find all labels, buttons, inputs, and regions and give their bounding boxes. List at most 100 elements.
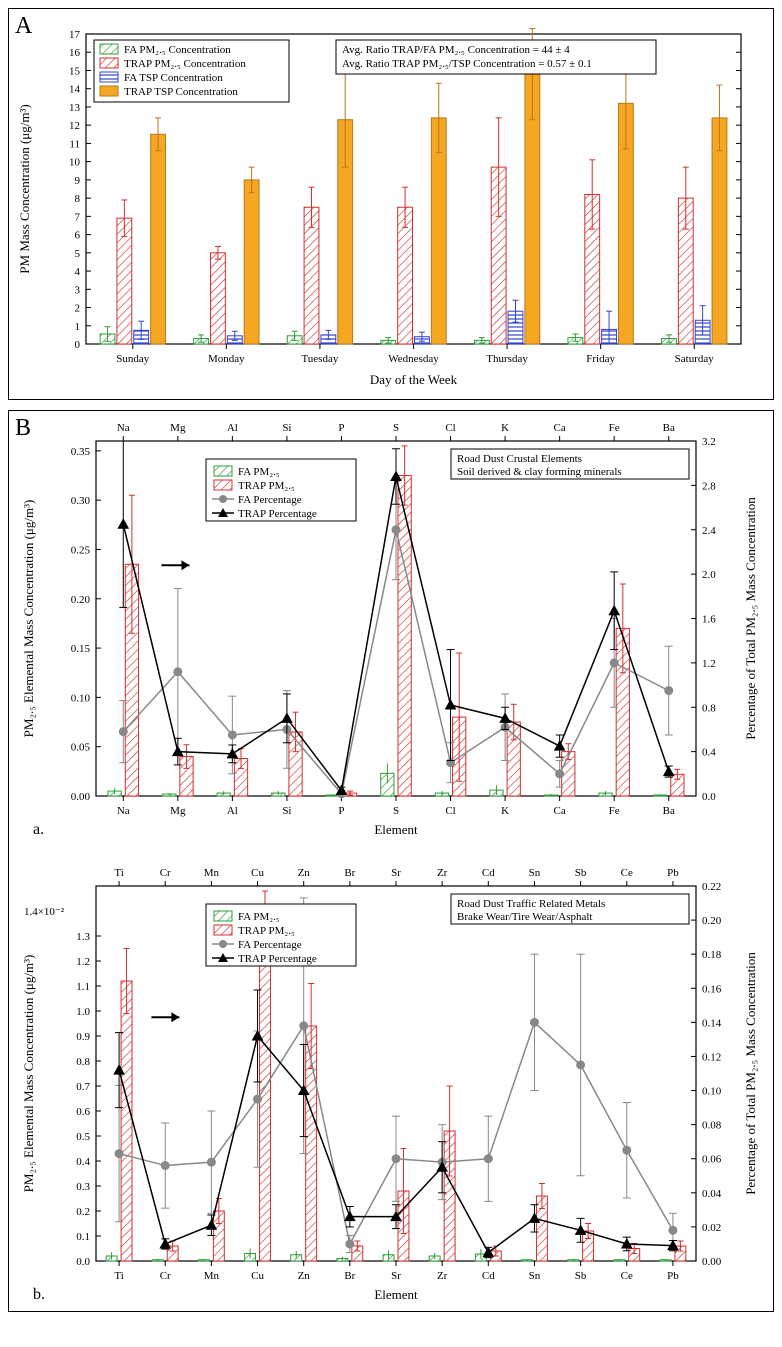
svg-text:6: 6 — [75, 230, 81, 242]
svg-text:1.2: 1.2 — [702, 658, 716, 670]
svg-text:Sr: Sr — [391, 1270, 401, 1282]
svg-text:Ca: Ca — [554, 805, 566, 817]
svg-text:Mn: Mn — [204, 1270, 220, 1282]
svg-text:0.10: 0.10 — [702, 1086, 722, 1098]
svg-text:Zn: Zn — [298, 1270, 311, 1282]
svg-text:FA PM₂.₅: FA PM₂.₅ — [238, 911, 280, 923]
svg-text:Br: Br — [344, 867, 355, 879]
svg-text:0.3: 0.3 — [76, 1181, 90, 1193]
svg-text:P: P — [338, 805, 344, 817]
svg-text:Zr: Zr — [437, 1270, 448, 1282]
svg-text:Ba: Ba — [663, 422, 675, 434]
svg-text:Fe: Fe — [609, 805, 620, 817]
svg-text:Cl: Cl — [445, 805, 455, 817]
svg-text:17: 17 — [69, 29, 81, 41]
svg-text:0.05: 0.05 — [71, 742, 91, 754]
svg-text:Element: Element — [374, 822, 418, 837]
svg-text:0.6: 0.6 — [76, 1106, 90, 1118]
svg-text:Zr: Zr — [437, 867, 448, 879]
svg-text:Cd: Cd — [482, 867, 495, 879]
svg-text:11: 11 — [69, 138, 80, 150]
svg-text:0.06: 0.06 — [702, 1154, 722, 1166]
svg-text:Si: Si — [282, 805, 291, 817]
svg-text:Mg: Mg — [170, 422, 186, 434]
panel-b-label: B — [15, 415, 31, 442]
svg-text:FA PM₂.₅: FA PM₂.₅ — [238, 466, 280, 478]
panel-bb-svg: 0.00.10.20.30.40.50.60.70.80.91.01.11.21… — [9, 856, 773, 1316]
svg-text:10: 10 — [69, 157, 81, 169]
svg-text:3: 3 — [75, 284, 81, 296]
svg-text:Road Dust Crustal Elements: Road Dust Crustal Elements — [457, 453, 582, 465]
svg-text:4: 4 — [75, 266, 81, 278]
svg-text:0.12: 0.12 — [702, 1051, 721, 1063]
svg-text:a.: a. — [33, 821, 44, 838]
svg-text:Sb: Sb — [575, 1270, 587, 1282]
svg-text:14: 14 — [69, 84, 81, 96]
panel-b-figure: B 0.000.050.100.150.200.250.300.350.00.4… — [8, 410, 774, 1312]
svg-text:0.0: 0.0 — [702, 791, 716, 803]
svg-text:0.20: 0.20 — [71, 594, 91, 606]
svg-text:8: 8 — [75, 193, 81, 205]
svg-text:Cr: Cr — [160, 867, 171, 879]
svg-text:0.15: 0.15 — [71, 643, 91, 655]
svg-text:0.4: 0.4 — [76, 1156, 90, 1168]
svg-text:2.8: 2.8 — [702, 480, 716, 492]
svg-text:FA Percentage: FA Percentage — [238, 939, 302, 951]
svg-text:3.2: 3.2 — [702, 436, 716, 448]
svg-text:Sn: Sn — [529, 1270, 541, 1282]
svg-text:0.04: 0.04 — [702, 1188, 722, 1200]
svg-text:0.7: 0.7 — [76, 1081, 90, 1093]
svg-text:Br: Br — [344, 1270, 355, 1282]
svg-text:Cu: Cu — [251, 1270, 264, 1282]
svg-text:Friday: Friday — [586, 353, 615, 365]
svg-text:PM₂.₅ Elemental Mass Concentra: PM₂.₅ Elemental Mass Concentration (μg/m… — [21, 500, 36, 738]
svg-text:0.2: 0.2 — [76, 1206, 90, 1218]
svg-text:Wednesday: Wednesday — [388, 353, 439, 365]
svg-text:Cu: Cu — [251, 867, 264, 879]
svg-text:Avg. Ratio TRAP PM₂.₅/TSP Conc: Avg. Ratio TRAP PM₂.₅/TSP Concentration … — [342, 58, 592, 70]
svg-text:0: 0 — [75, 339, 81, 351]
svg-text:Pb: Pb — [667, 1270, 679, 1282]
svg-text:Ce: Ce — [621, 867, 633, 879]
svg-text:5: 5 — [75, 248, 81, 260]
svg-text:0.16: 0.16 — [702, 983, 722, 995]
svg-text:Mn: Mn — [204, 867, 220, 879]
svg-text:Brake Wear/Tire Wear/Asphalt: Brake Wear/Tire Wear/Asphalt — [457, 911, 593, 923]
svg-text:0.20: 0.20 — [702, 915, 722, 927]
svg-text:Na: Na — [117, 422, 130, 434]
panel-a-figure: A 01234567891011121314151617PM Mass Conc… — [8, 8, 774, 400]
svg-text:Ca: Ca — [554, 422, 566, 434]
svg-text:TRAP Percentage: TRAP Percentage — [238, 508, 317, 520]
svg-text:TRAP PM₂.₅: TRAP PM₂.₅ — [238, 480, 295, 492]
svg-text:Avg. Ratio TRAP/FA PM₂.₅ Conce: Avg. Ratio TRAP/FA PM₂.₅ Concentration =… — [342, 44, 570, 56]
svg-text:Ba: Ba — [663, 805, 675, 817]
svg-text:0.8: 0.8 — [76, 1056, 90, 1068]
svg-text:TRAP PM₂.₅ Concentration: TRAP PM₂.₅ Concentration — [124, 58, 246, 70]
svg-text:Soil derived & clay forming mi: Soil derived & clay forming minerals — [457, 466, 622, 478]
svg-text:Percentage of Total PM₂.₅ Mass: Percentage of Total PM₂.₅ Mass Concentra… — [743, 952, 758, 1195]
svg-text:1.2: 1.2 — [76, 956, 90, 968]
svg-text:2.4: 2.4 — [702, 525, 716, 537]
svg-text:12: 12 — [69, 120, 80, 132]
svg-text:TRAP TSP Concentration: TRAP TSP Concentration — [124, 86, 238, 98]
svg-text:b.: b. — [33, 1286, 45, 1303]
svg-text:Cr: Cr — [160, 1270, 171, 1282]
svg-text:Ce: Ce — [621, 1270, 633, 1282]
svg-text:PM Mass Concentration (μg/m³): PM Mass Concentration (μg/m³) — [17, 104, 32, 273]
panel-ba-svg: 0.000.050.100.150.200.250.300.350.00.40.… — [9, 411, 773, 851]
svg-text:Tuesday: Tuesday — [301, 353, 338, 365]
svg-text:Si: Si — [282, 422, 291, 434]
svg-text:0.18: 0.18 — [702, 949, 722, 961]
svg-text:Sb: Sb — [575, 867, 587, 879]
svg-text:1.3: 1.3 — [76, 931, 90, 943]
svg-text:0.0: 0.0 — [76, 1256, 90, 1268]
svg-text:FA PM₂.₅ Concentration: FA PM₂.₅ Concentration — [124, 44, 231, 56]
svg-text:Al: Al — [227, 422, 238, 434]
svg-text:Mg: Mg — [170, 805, 186, 817]
svg-text:7: 7 — [75, 211, 81, 223]
svg-text:0.00: 0.00 — [702, 1256, 722, 1268]
svg-text:1.0: 1.0 — [76, 1006, 90, 1018]
svg-text:0.14: 0.14 — [702, 1017, 722, 1029]
panel-a-label: A — [15, 13, 32, 40]
svg-text:0.9: 0.9 — [76, 1031, 90, 1043]
